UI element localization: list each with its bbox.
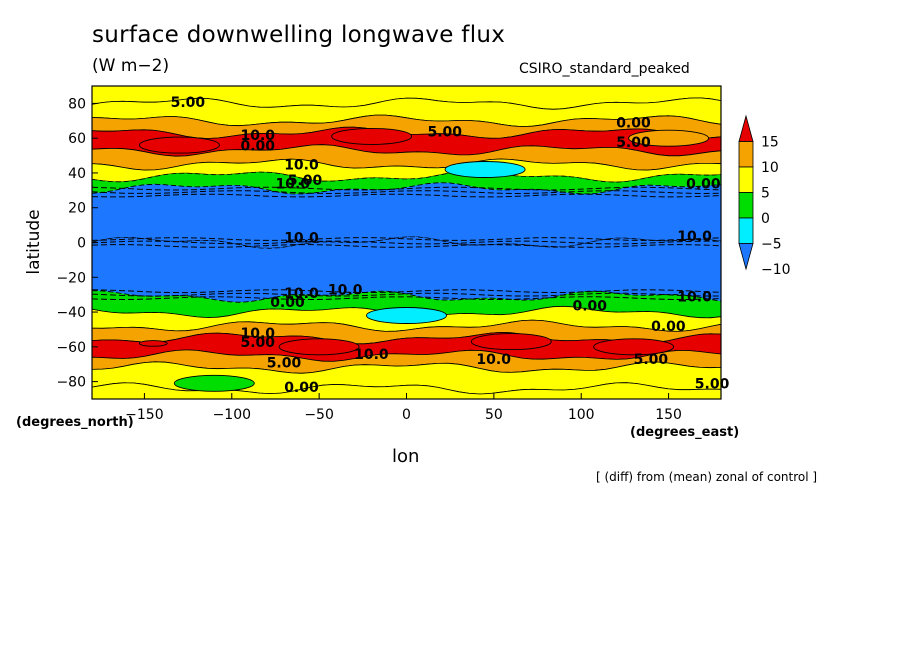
contour-label: 0.00 <box>651 319 686 335</box>
contour-label: 10.0 <box>284 231 319 247</box>
y-tick-label: −20 <box>56 270 86 286</box>
contour-label: 0.00 <box>573 298 608 314</box>
colorbar-swatch <box>738 217 754 244</box>
y-tick-label: −60 <box>56 340 86 356</box>
feature-8 <box>444 161 526 178</box>
y-tick-label: 80 <box>68 96 86 112</box>
y-axis: −80 −60 −40 −20 0 20 40 60 80 <box>56 96 98 391</box>
feature-7 <box>593 338 675 356</box>
band-6 <box>92 170 721 195</box>
colorbar-label: 0 <box>761 211 770 227</box>
contour-label: 10.0 <box>677 290 712 306</box>
contour-line-0 <box>92 186 721 191</box>
colorbar-swatch-bottom <box>738 243 754 271</box>
x-tick-label: 0 <box>402 407 411 423</box>
contour-line-layer <box>92 186 721 301</box>
contour-label: 10.0 <box>284 158 319 174</box>
y-axis-units: (degrees_north) <box>16 415 134 430</box>
contour-label: 10.0 <box>677 229 712 245</box>
contour-label: 0.00 <box>270 295 305 311</box>
colorbar: 15 10 5 0 −5 −10 <box>738 114 791 278</box>
colorbar-label: 15 <box>761 135 779 151</box>
contour-label: 5.00 <box>634 352 669 368</box>
contour-label: 10.0 <box>328 283 363 299</box>
feature-0 <box>138 136 220 154</box>
feature-2 <box>628 129 710 147</box>
contour-label: 5.00 <box>695 377 730 393</box>
x-tick-label: 100 <box>568 407 595 423</box>
feature-5 <box>278 338 360 356</box>
feature-10 <box>173 374 255 392</box>
x-axis-label: lon <box>392 446 420 467</box>
x-axis: −150 −100 −50 0 50 100 150 <box>125 393 682 423</box>
feature-9 <box>366 307 447 324</box>
contour-label: 5.00 <box>267 356 302 372</box>
y-tick-label: 60 <box>68 131 86 147</box>
x-tick-label: −50 <box>304 407 334 423</box>
colorbar-label: 10 <box>761 160 779 176</box>
feature-3 <box>138 340 168 347</box>
contour-line-2 <box>92 193 721 198</box>
contour-label: 0.00 <box>616 116 651 132</box>
feature-1 <box>331 127 413 145</box>
contour-label: 0.00 <box>686 177 721 193</box>
contour-label: 10.0 <box>284 286 319 302</box>
colorbar-swatch <box>738 141 754 168</box>
chart-title: surface downwelling longwave flux <box>92 22 506 48</box>
band-15 <box>92 382 721 399</box>
x-tick-label: −150 <box>125 407 163 423</box>
chart-units: (W m−2) <box>92 56 170 76</box>
contour-line-4 <box>92 240 721 245</box>
footnote: [ (diff) from (mean) zonal of control ] <box>596 470 818 484</box>
contour-fill-layer <box>92 86 721 399</box>
y-tick-label: 20 <box>68 201 86 217</box>
contour-line-7 <box>92 292 721 297</box>
colorbar-label: 5 <box>761 186 770 202</box>
colorbar-swatch-top <box>738 114 754 142</box>
colorbar-swatch <box>738 192 754 219</box>
x-tick-label: 150 <box>655 407 682 423</box>
x-tick-label: −100 <box>213 407 251 423</box>
colorbar-swatch <box>738 166 754 193</box>
colorbar-label: −10 <box>761 262 791 278</box>
contour-line-6 <box>92 289 721 294</box>
colorbar-label: −5 <box>761 237 782 253</box>
contour-label: 10.0 <box>476 352 511 368</box>
contour-line-3 <box>92 237 721 241</box>
contour-label: 5.00 <box>171 95 206 111</box>
y-tick-label: −80 <box>56 375 86 391</box>
contour-line-8 <box>92 296 721 301</box>
y-tick-label: 40 <box>68 166 86 182</box>
contour-label: 10.0 <box>276 177 311 193</box>
contour-label: 10.0 <box>354 347 389 363</box>
contour-line-5 <box>92 244 721 248</box>
model-name: CSIRO_standard_peaked <box>519 61 690 77</box>
contour-label: 5.00 <box>616 135 651 151</box>
contour-line-1 <box>92 190 721 195</box>
contour-label: 0.00 <box>284 380 319 396</box>
contour-label: 5.00 <box>428 124 463 140</box>
contour-label: 10.0 <box>241 128 276 144</box>
x-axis-units: (degrees_east) <box>630 425 740 440</box>
contour-label: 5.00 <box>241 335 276 351</box>
contour-label: 0.00 <box>241 138 276 154</box>
band-7 <box>92 182 721 249</box>
contour-label: 5.00 <box>288 173 323 189</box>
y-tick-label: 0 <box>77 236 86 252</box>
contour-label: 10.0 <box>241 326 276 342</box>
feature-6 <box>470 333 552 351</box>
y-tick-label: −40 <box>56 305 86 321</box>
x-tick-label: 50 <box>485 407 503 423</box>
